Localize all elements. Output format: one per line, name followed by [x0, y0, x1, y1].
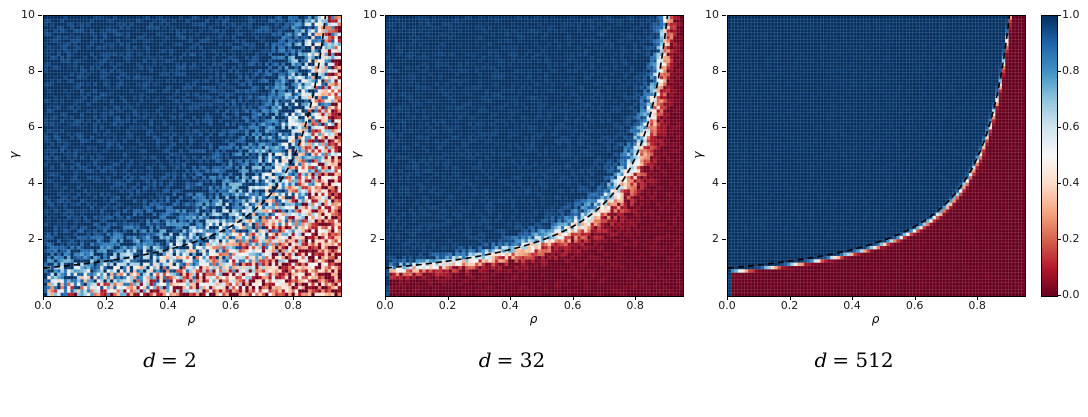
colorbar-tick	[1057, 239, 1061, 240]
x-tick-label: 0.0	[718, 299, 736, 312]
y-tick-label: 4	[712, 176, 719, 189]
x-tick	[572, 296, 574, 300]
y-tick	[380, 15, 384, 16]
y-tick	[38, 239, 42, 240]
x-axis-label: ρ	[871, 312, 880, 326]
x-tick	[977, 296, 979, 300]
colorbar-tick-label: 0.0	[1062, 288, 1080, 301]
x-tick	[727, 296, 728, 300]
x-tick-label: 0.2	[438, 299, 457, 312]
y-tick-label: 4	[28, 176, 35, 189]
x-tick-label: 0.0	[34, 299, 52, 312]
y-tick	[722, 239, 726, 240]
subplot-d2	[43, 15, 342, 297]
x-tick-label: 0.4	[159, 299, 177, 312]
caption-variable: d	[814, 348, 828, 372]
y-tick	[722, 71, 726, 72]
y-tick	[380, 71, 384, 72]
x-tick-label: 0.6	[905, 299, 924, 312]
caption-variable: d	[143, 348, 156, 372]
y-tick	[722, 127, 726, 128]
y-tick	[38, 71, 42, 72]
heatmap-canvas-d512	[728, 16, 1025, 296]
y-tick	[38, 127, 42, 128]
x-tick	[230, 296, 232, 300]
caption-value: = 512	[832, 348, 894, 372]
subplot-d512	[727, 15, 1026, 297]
x-tick	[293, 296, 295, 300]
x-tick	[510, 296, 512, 300]
colorbar-canvas	[1042, 16, 1057, 296]
x-tick-label: 0.8	[968, 299, 986, 312]
x-tick-label: 0.0	[376, 299, 394, 312]
caption-value: = 2	[160, 348, 197, 372]
x-tick	[635, 296, 637, 300]
heatmap-canvas-d32	[386, 16, 683, 296]
y-tick-label: 8	[712, 64, 719, 77]
y-tick	[722, 183, 726, 184]
x-tick-label: 0.6	[221, 299, 240, 312]
y-tick-label: 6	[370, 120, 377, 133]
x-tick	[852, 296, 854, 300]
x-tick-label: 0.2	[780, 299, 799, 312]
x-tick	[43, 296, 44, 300]
x-axis-label: ρ	[529, 312, 538, 326]
y-tick-label: 8	[370, 64, 377, 77]
x-tick	[168, 296, 170, 300]
y-axis-label: γ	[349, 151, 363, 159]
x-tick-label: 0.2	[96, 299, 115, 312]
heatmap-canvas-d2	[44, 16, 341, 296]
y-tick	[380, 183, 384, 184]
x-axis-label: ρ	[187, 312, 196, 326]
y-tick-label: 10	[363, 8, 377, 21]
colorbar-tick-label: 0.6	[1062, 120, 1080, 133]
x-tick-label: 0.6	[563, 299, 582, 312]
colorbar-tick	[1057, 127, 1061, 128]
colorbar-tick-label: 0.4	[1062, 176, 1080, 189]
colorbar	[1041, 15, 1058, 297]
colorbar-tick-label: 0.2	[1062, 232, 1080, 245]
y-tick-label: 10	[21, 8, 35, 21]
y-axis-label: γ	[691, 151, 705, 159]
y-axis-label: γ	[7, 151, 21, 159]
y-tick	[38, 15, 42, 16]
y-tick-label: 2	[712, 232, 719, 245]
x-tick-label: 0.4	[501, 299, 519, 312]
caption-variable: d	[478, 348, 492, 372]
x-tick-label: 0.4	[843, 299, 861, 312]
colorbar-tick	[1057, 183, 1061, 184]
y-tick	[380, 239, 384, 240]
subplot-caption-d512: d = 512	[774, 348, 934, 372]
x-tick	[385, 296, 386, 300]
x-tick	[914, 296, 916, 300]
caption-value: = 32	[496, 348, 546, 372]
subplot-caption-d2: d = 2	[90, 348, 250, 372]
colorbar-tick	[1057, 15, 1061, 16]
y-tick-label: 2	[28, 232, 35, 245]
y-tick	[38, 183, 42, 184]
colorbar-tick	[1057, 295, 1061, 296]
y-tick-label: 8	[28, 64, 35, 77]
y-tick	[380, 127, 384, 128]
colorbar-tick	[1057, 71, 1061, 72]
y-tick-label: 2	[370, 232, 377, 245]
colorbar-tick-label: 1.0	[1062, 8, 1080, 21]
x-tick	[105, 296, 107, 300]
x-tick-label: 0.8	[284, 299, 302, 312]
x-tick	[789, 296, 791, 300]
y-tick-label: 4	[370, 176, 377, 189]
subplot-d32	[385, 15, 684, 297]
y-tick-label: 6	[28, 120, 35, 133]
colorbar-tick-label: 0.8	[1062, 64, 1080, 77]
subplot-caption-d32: d = 32	[432, 348, 592, 372]
y-tick-label: 6	[712, 120, 719, 133]
x-tick-label: 0.8	[626, 299, 644, 312]
x-tick	[447, 296, 449, 300]
y-tick-label: 10	[705, 8, 719, 21]
y-tick	[722, 15, 726, 16]
